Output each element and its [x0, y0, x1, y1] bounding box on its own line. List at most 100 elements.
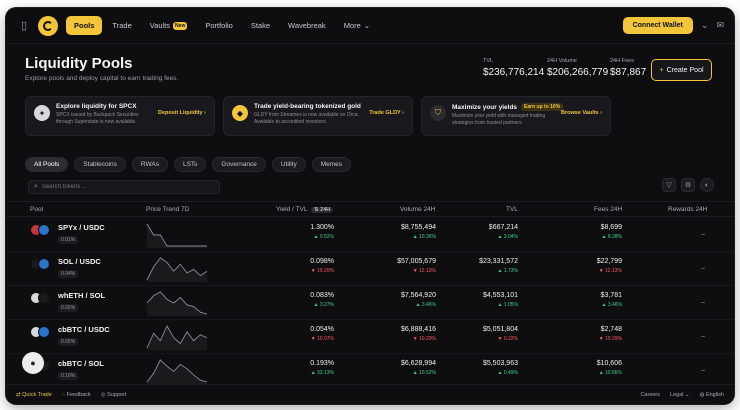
promo-card-gldy[interactable]: ◆ Trade yield-bearing tokenized gold GLD…: [223, 96, 413, 136]
yield-change-value: 10.07%: [317, 336, 334, 342]
tvl-value: $5,503,963: [482, 360, 518, 367]
legal-menu[interactable]: Legal ⌄: [670, 391, 690, 398]
filter-all-pools[interactable]: All Pools: [25, 157, 69, 172]
filter-governance[interactable]: Governance: [212, 157, 266, 172]
sparkline-line: [146, 325, 208, 349]
stat-tvl: TVL $236,776,214: [483, 58, 544, 78]
nav-wavebreak[interactable]: Wavebreak: [280, 16, 334, 35]
yield-cell: 0.193% ▲ 33.13%: [310, 360, 334, 376]
fees-change: ▲ 8.28%: [601, 234, 622, 240]
table-row[interactable]: SPYx / USDC 0.01% 1.300% ▲ 0.52% $8,755,494 ▲…: [6, 218, 734, 252]
yield-value: 0.098%: [310, 258, 334, 265]
nav-trade[interactable]: Trade: [104, 16, 139, 35]
promo-card-vaults[interactable]: ⛉ Maximize your yields Earn up to 10% Max…: [421, 96, 611, 136]
feedback-link[interactable]: ◌ Feedback: [61, 391, 91, 398]
gear-icon[interactable]: ⚙: [681, 178, 695, 192]
rewards-value: –: [701, 265, 705, 272]
volume-cell: $6,888,416 ▼ 10.29%: [401, 326, 436, 342]
careers-link[interactable]: Careers: [640, 391, 661, 398]
tvl-change: ▲ 1.05%: [497, 302, 518, 308]
filter-utility[interactable]: Utility: [271, 157, 306, 172]
pair-name[interactable]: SOL / USDC: [58, 257, 101, 266]
table-row[interactable]: cbBTC / USDC 0.05% 0.054% ▼ 10.07% $6,888,41…: [6, 320, 734, 354]
pair-name[interactable]: cbBTC / SOL: [58, 359, 104, 368]
nav-stake[interactable]: Stake: [243, 16, 278, 35]
support-link[interactable]: ◎ Support: [100, 391, 127, 398]
fees-change: ▼ 12.13%: [598, 268, 622, 274]
filter-chips: All Pools Stablecoins RWAs LSTs Governan…: [25, 157, 352, 172]
mail-icon[interactable]: ✉: [716, 20, 724, 30]
nav-wavebreak-label: Wavebreak: [288, 21, 326, 30]
stat-label: 24H Volume: [547, 58, 577, 64]
col-rewards[interactable]: Rewards 24H: [668, 206, 708, 213]
trade-gldy-link[interactable]: Trade GLDY ›: [369, 110, 404, 116]
tvl-change-value: 1.05%: [503, 302, 518, 308]
fees-value: $8,699: [600, 224, 622, 231]
nav-portfolio[interactable]: Portfolio: [197, 16, 241, 35]
nav-stake-label: Stake: [250, 21, 271, 30]
quick-trade-button[interactable]: ⇄ Quick Trade: [16, 391, 52, 398]
col-tvl[interactable]: TVL: [506, 206, 518, 213]
language-select[interactable]: ◍ English: [699, 391, 724, 398]
deposit-liquidity-link[interactable]: Deposit Liquidity ›: [158, 110, 206, 116]
yield-value: 0.054%: [310, 326, 334, 333]
nav-pools[interactable]: Pools: [66, 16, 103, 35]
filter-icon[interactable]: ▽: [662, 178, 676, 192]
tvl-cell: $23,331,572 ▲ 1.73%: [479, 258, 518, 274]
footer-right: Careers Legal ⌄ ◍ English: [640, 392, 724, 398]
tvl-value: $4,553,101: [482, 292, 518, 299]
yield-change-value: 19.20%: [317, 268, 334, 274]
yield-change-value: 0.52%: [319, 234, 334, 240]
chevron-down-icon[interactable]: ⌄: [700, 20, 709, 30]
volume-change-value: 12.13%: [419, 268, 436, 274]
filter-lsts[interactable]: LSTs: [173, 157, 207, 172]
col-yield[interactable]: Yield / TVL ⇅ 24H: [276, 206, 334, 213]
fees-value: $2,748: [600, 326, 622, 333]
nav-more-label: More: [343, 21, 361, 30]
price-trend-sparkline: [146, 223, 207, 248]
rewards-value: –: [701, 299, 705, 306]
search-input[interactable]: [41, 184, 212, 190]
filter-stablecoins[interactable]: Stablecoins: [74, 157, 126, 172]
orca-logo[interactable]: [38, 15, 58, 36]
filter-rwas[interactable]: RWAs: [131, 157, 168, 172]
nav-vaults[interactable]: Vaults New: [142, 16, 196, 35]
connect-wallet-button[interactable]: Connect Wallet: [622, 17, 693, 34]
nav-vaults-label: Vaults: [149, 21, 171, 30]
col-volume[interactable]: Volume 24H: [400, 206, 436, 213]
filter-memes[interactable]: Memes: [311, 157, 352, 172]
pair-name[interactable]: whETH / SOL: [58, 291, 106, 300]
table-row[interactable]: cbBTC / SOL 0.16% 0.193% ▲ 33.13% $6,628,994…: [6, 354, 734, 388]
table-row[interactable]: SOL / USDC 0.04% 0.098% ▼ 19.20% $57,005,679…: [6, 252, 734, 286]
volume-cell: $7,564,920 ▲ 3.46%: [401, 292, 436, 308]
spcx-icon: ✦: [34, 105, 50, 121]
table-row[interactable]: whETH / SOL 0.05% 0.083% ▲ 3.27% $7,564,920 ▲…: [6, 286, 734, 320]
fees-change-value: 10.29%: [605, 336, 622, 342]
sparkline-line: [146, 223, 207, 247]
yield-period-toggle[interactable]: ⇅ 24H: [311, 207, 334, 213]
create-pool-button[interactable]: + Create Pool: [651, 59, 712, 81]
sidebar-toggle-icon[interactable]: ▯: [20, 20, 28, 32]
stat-value: $87,867: [610, 67, 647, 78]
volume-change-value: 10.36%: [419, 234, 436, 240]
nav-more[interactable]: More ⌄: [336, 16, 378, 35]
tvl-change-value: 0.49%: [503, 370, 518, 376]
promo-card-spcx[interactable]: ✦ Explore liquidity for SPCX SPCX issued…: [25, 96, 215, 136]
pair-name[interactable]: cbBTC / USDC: [58, 325, 110, 334]
new-badge: New: [173, 21, 188, 30]
col-pool[interactable]: Pool: [30, 206, 44, 213]
chat-button[interactable]: ●: [22, 352, 44, 374]
yield-change-value: 3.27%: [319, 302, 334, 308]
footer-bar: ⇄ Quick Trade ◌ Feedback ◎ Support Caree…: [6, 384, 734, 404]
col-fees[interactable]: Fees 24H: [594, 206, 623, 213]
pair-name[interactable]: SPYx / USDC: [58, 223, 105, 232]
fees-change-value: 12.13%: [605, 268, 622, 274]
fees-cell: $22,799 ▼ 12.13%: [597, 258, 622, 274]
yield-change: ▲ 3.27%: [313, 302, 334, 308]
refresh-icon[interactable]: ◐: [700, 178, 714, 192]
browse-vaults-link[interactable]: Browse Vaults ›: [561, 110, 602, 116]
volume-change: ▼ 12.13%: [412, 268, 436, 274]
volume-change-value: 10.52%: [419, 370, 436, 376]
volume-change: ▲ 10.52%: [412, 370, 436, 376]
fee-tier-tag: 0.05%: [58, 338, 79, 346]
